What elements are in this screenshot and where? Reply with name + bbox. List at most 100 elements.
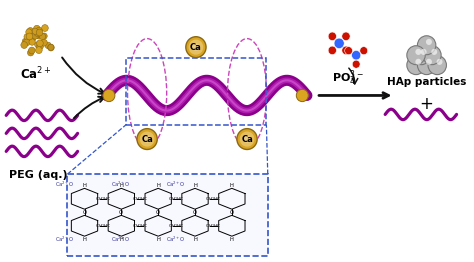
- Text: CH$_2$HC: CH$_2$HC: [168, 195, 185, 203]
- Circle shape: [144, 135, 151, 143]
- Circle shape: [29, 35, 36, 42]
- Text: CH$_2$HC: CH$_2$HC: [95, 195, 111, 203]
- Circle shape: [41, 33, 47, 39]
- Circle shape: [189, 40, 203, 55]
- Text: H: H: [119, 237, 123, 242]
- Text: H: H: [193, 183, 197, 188]
- Circle shape: [26, 33, 33, 40]
- Circle shape: [137, 129, 157, 150]
- Circle shape: [47, 44, 54, 51]
- Circle shape: [41, 39, 47, 46]
- Circle shape: [352, 60, 360, 68]
- Circle shape: [27, 28, 34, 34]
- Circle shape: [29, 39, 35, 45]
- Text: CH$_2$HC: CH$_2$HC: [205, 222, 222, 230]
- Circle shape: [27, 50, 34, 56]
- Text: Ca$^{2+}$O: Ca$^{2+}$O: [166, 234, 185, 244]
- Circle shape: [36, 29, 43, 36]
- Circle shape: [36, 40, 43, 47]
- Circle shape: [407, 46, 425, 65]
- Text: PEG (aq.): PEG (aq.): [9, 170, 68, 180]
- Circle shape: [431, 49, 437, 55]
- Circle shape: [23, 39, 30, 46]
- Circle shape: [360, 47, 368, 55]
- Circle shape: [35, 42, 41, 48]
- Text: CH$_2$HC: CH$_2$HC: [168, 222, 185, 230]
- Circle shape: [32, 28, 38, 34]
- Text: Ca$^{2+}$O: Ca$^{2+}$O: [110, 234, 130, 244]
- Bar: [67, 174, 268, 256]
- Circle shape: [26, 29, 32, 35]
- Text: CH$_2$HC: CH$_2$HC: [205, 195, 222, 203]
- Text: Ca: Ca: [141, 135, 153, 144]
- Circle shape: [420, 49, 427, 55]
- Circle shape: [426, 59, 432, 65]
- Circle shape: [24, 34, 30, 40]
- Text: O: O: [119, 210, 123, 215]
- Circle shape: [296, 89, 308, 102]
- Circle shape: [412, 46, 430, 65]
- Text: CH$_2$HC: CH$_2$HC: [95, 222, 111, 230]
- Circle shape: [407, 56, 425, 75]
- Circle shape: [328, 46, 337, 55]
- Circle shape: [34, 31, 40, 38]
- Circle shape: [34, 31, 39, 38]
- Text: +: +: [419, 95, 434, 112]
- Text: Ca$^{2+}$O: Ca$^{2+}$O: [110, 180, 130, 189]
- Text: H: H: [230, 183, 234, 188]
- Circle shape: [240, 132, 255, 147]
- Text: H: H: [82, 237, 86, 242]
- Circle shape: [243, 135, 251, 143]
- Circle shape: [36, 47, 42, 53]
- Circle shape: [21, 42, 27, 48]
- Text: O: O: [156, 210, 160, 215]
- Text: H: H: [156, 237, 160, 242]
- Circle shape: [428, 56, 447, 75]
- Circle shape: [36, 31, 42, 37]
- Text: Ca$^{2+}$O: Ca$^{2+}$O: [55, 234, 75, 244]
- Circle shape: [103, 89, 115, 102]
- Circle shape: [418, 36, 436, 55]
- Circle shape: [34, 30, 40, 36]
- Circle shape: [418, 56, 436, 75]
- Circle shape: [42, 25, 48, 31]
- Text: H: H: [82, 183, 86, 188]
- Text: Ca$^{2+}$O: Ca$^{2+}$O: [55, 180, 75, 189]
- Circle shape: [328, 32, 337, 41]
- Circle shape: [415, 59, 421, 65]
- Circle shape: [28, 47, 35, 54]
- Text: H: H: [193, 237, 197, 242]
- Circle shape: [342, 32, 350, 41]
- Text: O: O: [193, 210, 197, 215]
- Text: PO$_4^{3-}$: PO$_4^{3-}$: [332, 68, 364, 88]
- Circle shape: [186, 37, 206, 58]
- Circle shape: [415, 49, 421, 55]
- Bar: [126, 58, 266, 125]
- Circle shape: [237, 129, 257, 150]
- Circle shape: [36, 33, 41, 39]
- Circle shape: [334, 38, 344, 48]
- Text: H: H: [156, 183, 160, 188]
- Circle shape: [140, 132, 155, 147]
- Circle shape: [22, 39, 28, 45]
- Text: CH$_2$HC: CH$_2$HC: [131, 195, 148, 203]
- Circle shape: [39, 33, 46, 40]
- Text: HAp particles: HAp particles: [387, 77, 466, 86]
- Text: O: O: [82, 210, 87, 215]
- Text: H: H: [230, 237, 234, 242]
- Circle shape: [36, 27, 42, 34]
- Circle shape: [192, 43, 200, 51]
- Text: CH$_2$HC: CH$_2$HC: [131, 222, 148, 230]
- Text: Ca: Ca: [190, 43, 202, 52]
- Circle shape: [36, 43, 43, 50]
- Text: O: O: [230, 210, 234, 215]
- Text: H: H: [119, 183, 123, 188]
- Circle shape: [345, 47, 353, 55]
- Circle shape: [352, 51, 361, 60]
- Circle shape: [423, 46, 441, 65]
- Circle shape: [342, 46, 350, 55]
- Circle shape: [34, 25, 40, 32]
- Text: Ca$^{2+}$: Ca$^{2+}$: [20, 66, 52, 83]
- Circle shape: [437, 59, 443, 65]
- Circle shape: [32, 32, 38, 39]
